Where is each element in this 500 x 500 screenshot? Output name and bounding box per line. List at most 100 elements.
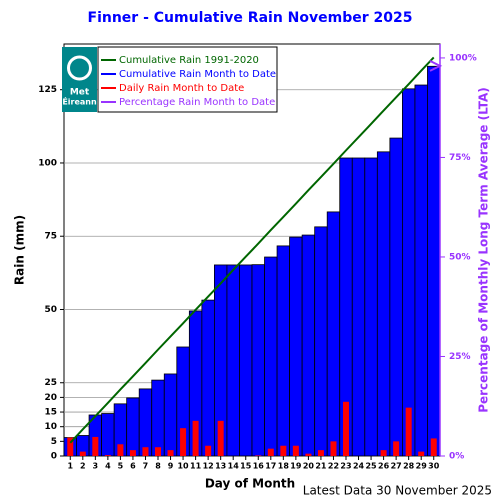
bar: [376, 151, 391, 457]
daily-bar: [393, 441, 400, 456]
bar: [314, 226, 328, 457]
daily-bar: [405, 407, 412, 456]
x-tick-label: 20: [303, 462, 315, 471]
legend-label: Cumulative Rain Month to Date: [119, 69, 276, 80]
y-tick-label: 15: [44, 408, 57, 418]
bar: [151, 379, 165, 457]
line: [69, 56, 435, 444]
bar: [201, 299, 215, 457]
y-tick-label: 75: [44, 232, 57, 242]
y-tick-label: 0: [51, 452, 57, 462]
daily-bar: [418, 451, 425, 456]
daily-bar: [155, 447, 161, 456]
x-tick-label: 22: [328, 462, 339, 471]
daily-bar: [104, 455, 111, 456]
daily-bar: [343, 401, 349, 456]
daily-bar: [305, 453, 312, 456]
bar: [301, 234, 316, 457]
y2-tick-label: 25%: [449, 352, 471, 362]
chart-title: Finner - Cumulative Rain November 2025: [88, 10, 413, 26]
x-tick-label: 11: [190, 462, 202, 471]
bar: [126, 397, 140, 457]
x-tick-label: 14: [228, 462, 240, 471]
daily-bar: [67, 437, 74, 456]
x-axis-label: Day of Month: [205, 477, 295, 491]
daily-bar: [180, 428, 187, 456]
y-tick-label: 10: [44, 422, 57, 432]
y-tick-label: 20: [44, 393, 57, 403]
legend-box: [97, 46, 278, 113]
legend-label: Cumulative Rain 1991-2020: [119, 55, 259, 66]
daily-bar: [217, 420, 224, 456]
daily-bar: [292, 445, 299, 456]
x-tick-label: 15: [240, 462, 252, 471]
bar: [251, 264, 265, 457]
daily-bar: [79, 451, 86, 456]
x-tick-label: 27: [391, 462, 402, 471]
daily-bar: [317, 450, 324, 456]
x-tick-label: 8: [155, 462, 161, 471]
x-tick-label: 13: [215, 462, 226, 471]
daily-bar: [267, 448, 274, 456]
legend-label: Percentage Rain Month to Date: [119, 97, 275, 108]
x-tick-label: 28: [403, 462, 415, 471]
x-tick-label: 6: [130, 462, 136, 471]
logo-swirl: [67, 55, 92, 81]
daily-bar: [430, 438, 437, 456]
daily-bar: [167, 450, 174, 456]
y2-tick-label: 100%: [449, 53, 477, 63]
y2-tick-label: 50%: [449, 252, 471, 262]
bar: [264, 256, 278, 457]
y-tick-label: 50: [44, 305, 57, 315]
y2-tick-label: 0%: [449, 452, 464, 462]
x-tick-label: 12: [203, 462, 214, 471]
legend-label: Daily Rain Month to Date: [119, 83, 244, 94]
daily-bar: [280, 445, 287, 456]
bar: [163, 373, 178, 457]
y-axis-label: Rain (mm): [13, 215, 27, 285]
y-tick-label: 100: [38, 158, 57, 168]
daily-bar: [192, 420, 199, 456]
x-tick-label: 17: [265, 462, 276, 471]
x-tick-label: 2: [80, 462, 86, 471]
bar: [351, 157, 366, 457]
x-tick-label: 24: [353, 462, 365, 471]
x-tick-label: 25: [365, 462, 377, 471]
logo-text: Éireann: [62, 96, 97, 107]
bar: [289, 236, 303, 457]
x-tick-label: 10: [177, 462, 189, 471]
x-tick-label: 21: [315, 462, 327, 471]
x-tick-label: 29: [416, 462, 428, 471]
x-tick-label: 7: [143, 462, 149, 471]
y2-tick-label: 75%: [449, 153, 471, 163]
daily-bar: [92, 436, 99, 456]
daily-bar: [380, 450, 387, 456]
y2-axis-label: Percentage of Monthly Long Term Average …: [477, 87, 491, 413]
bar: [101, 413, 115, 457]
daily-bar: [330, 441, 337, 456]
x-tick-label: 26: [378, 462, 390, 471]
daily-bar: [142, 447, 149, 456]
bar: [414, 84, 428, 457]
footer-note: Latest Data 30 November 2025: [303, 484, 492, 498]
y-tick-label: 5: [51, 437, 57, 447]
x-tick-label: 3: [93, 462, 99, 471]
bar: [239, 264, 253, 457]
bar: [326, 211, 341, 457]
x-tick-label: 23: [340, 462, 351, 471]
x-tick-label: 16: [253, 462, 265, 471]
daily-bar: [129, 450, 136, 456]
x-tick-label: 5: [118, 462, 124, 471]
daily-bar: [205, 445, 212, 456]
bar: [401, 88, 416, 457]
bar: [427, 65, 441, 457]
y-tick-label: 25: [44, 378, 57, 388]
x-tick-label: 18: [278, 462, 290, 471]
x-tick-label: 19: [290, 462, 302, 471]
x-tick-label: 1: [67, 462, 73, 471]
daily-bar: [117, 444, 124, 456]
y-tick-label: 125: [38, 85, 57, 95]
x-tick-label: 30: [428, 462, 440, 471]
bar: [138, 388, 153, 457]
